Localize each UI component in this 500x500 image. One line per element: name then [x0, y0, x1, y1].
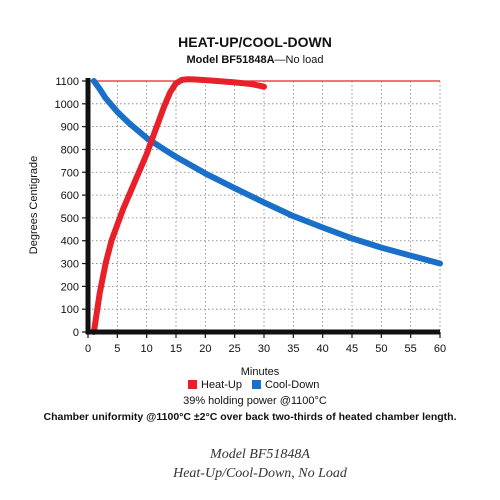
uniformity-note: Chamber uniformity @1100°C ±2°C over bac…	[44, 411, 457, 423]
grid-lines	[88, 81, 441, 332]
y-tick-label-900: 900	[61, 122, 79, 134]
x-tick-label-5: 5	[114, 343, 120, 355]
y-tick-label-1000: 1000	[55, 99, 79, 111]
caption-line-2: Heat-Up/Cool-Down, No Load	[172, 466, 348, 481]
x-tick-label-10: 10	[141, 343, 153, 355]
y-tick-label-400: 400	[61, 236, 79, 248]
chart-subtitle-load: —No load	[275, 54, 324, 66]
y-tick-label-1100: 1100	[55, 76, 79, 88]
legend: Heat-Up Cool-Down	[188, 379, 319, 391]
legend-swatch-heat-up	[188, 380, 197, 389]
x-axis-title: Minutes	[241, 366, 280, 378]
y-tick-label-200: 200	[61, 281, 79, 293]
series-line-cool-down	[90, 78, 443, 267]
series-group	[90, 76, 443, 335]
y-tick-label-800: 800	[61, 144, 79, 156]
chart-title: HEAT-UP/COOL-DOWN	[178, 34, 332, 50]
y-tick-label-500: 500	[61, 213, 79, 225]
y-tick-label-300: 300	[61, 259, 79, 271]
y-axis-title: Degrees Centigrade	[28, 156, 40, 254]
x-tick-label-45: 45	[346, 343, 358, 355]
legend-label-heat-up: Heat-Up	[201, 379, 242, 391]
axes	[82, 78, 441, 338]
series-line-heat-up	[90, 76, 267, 335]
holding-power-note: 39% holding power @1100°C	[183, 395, 327, 407]
x-tick-label-50: 50	[375, 343, 387, 355]
y-tick-label-700: 700	[61, 167, 79, 179]
caption-line-1: Model BF51848A	[209, 447, 310, 462]
legend-swatch-cool-down	[251, 380, 261, 389]
x-tick-label-20: 20	[199, 343, 211, 355]
y-tick-label-100: 100	[61, 304, 79, 316]
legend-label-cool-down: Cool-Down	[265, 379, 319, 391]
x-tick-label-25: 25	[229, 343, 241, 355]
y-tick-label-600: 600	[61, 190, 79, 202]
y-tick-labels: 0 100 200 300 400 500 600 700 800 900 1000 1100	[55, 76, 79, 339]
x-tick-label-55: 55	[405, 343, 417, 355]
x-tick-label-40: 40	[317, 343, 329, 355]
chart-subtitle-model: Model BF51848A	[187, 54, 275, 66]
x-tick-label-35: 35	[287, 343, 299, 355]
x-tick-label-15: 15	[170, 343, 182, 355]
chart-subtitle: Model BF51848A—No load	[187, 54, 324, 66]
x-tick-label-0: 0	[85, 343, 91, 355]
x-tick-label-30: 30	[258, 343, 270, 355]
x-tick-label-60: 60	[434, 343, 446, 355]
x-tick-labels: 0 5 10 15 20 25 30 35 40 45 50 55 60	[85, 343, 446, 355]
y-tick-label-0: 0	[73, 327, 79, 339]
